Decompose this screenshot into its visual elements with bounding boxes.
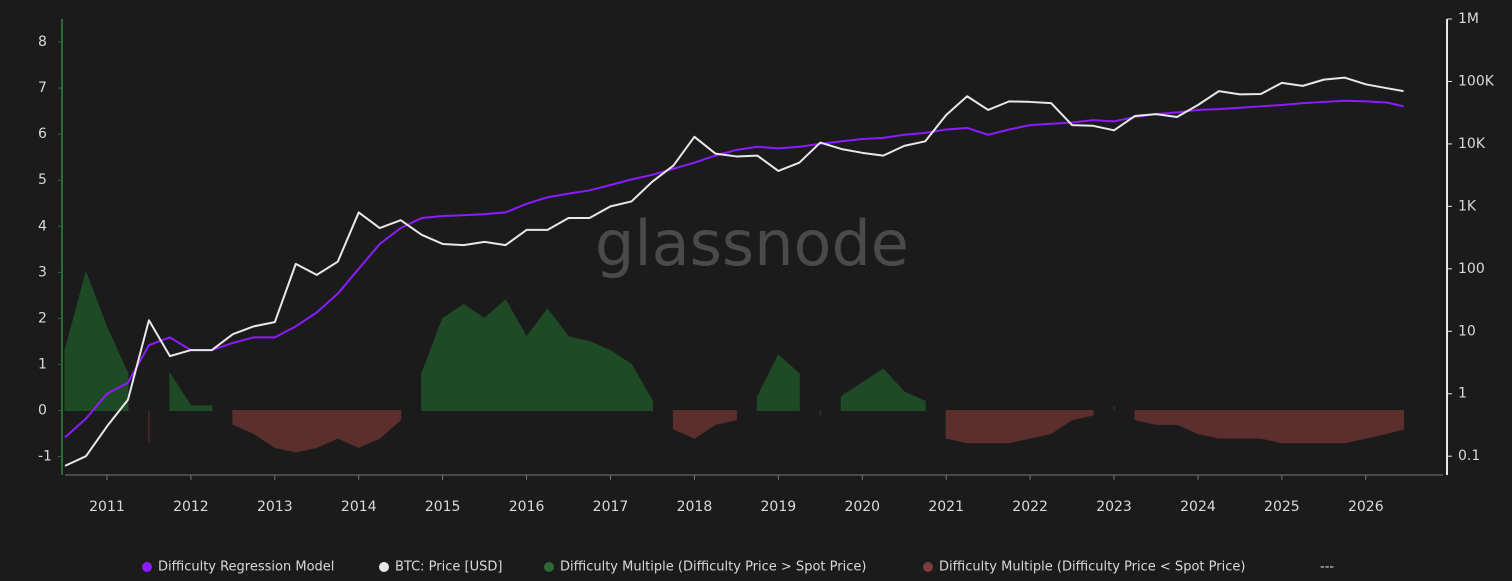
legend-marker [923,562,933,572]
x-tick-label: 2024 [1180,499,1216,515]
y-tick-label: 1 [38,356,47,372]
x-tick-label: 2011 [89,499,125,515]
y-tick-label: 8 [38,34,47,50]
x-tick-label: 2026 [1348,499,1384,515]
y-tick-label: 7 [38,80,47,96]
x-tick-label: 2014 [341,499,377,515]
y2-tick-label: 10 [1458,323,1476,339]
y2-tick-label: 1 [1458,386,1467,402]
x-tick-label: 2018 [677,499,713,515]
legend-extra: --- [1320,560,1334,575]
legend-label: Difficulty Regression Model [158,560,334,575]
area [232,410,402,453]
legend-marker [544,562,554,572]
y-tick-label: 0 [38,403,47,419]
y-tick-label: -1 [38,449,52,465]
x-tick-label: 2025 [1264,499,1300,515]
legend-marker [379,562,389,572]
line [64,76,1404,467]
area [169,371,213,412]
area [945,410,1094,444]
x-tick-label: 2013 [257,499,293,515]
x-tick-label: 2023 [1096,499,1132,515]
legend-label: BTC: Price [USD] [395,560,502,575]
x-tick-label: 2020 [844,499,880,515]
x-tick-label: 2012 [173,499,209,515]
y-tick-label: 6 [38,126,47,142]
x-tick-label: 2016 [509,499,545,515]
legend-marker [142,562,152,572]
y2-tick-label: 10K [1458,136,1486,152]
x-tick-label: 2021 [928,499,964,515]
area [756,354,800,412]
y2-tick-label: 0.1 [1458,448,1480,464]
y2-tick-label: 100K [1458,73,1495,89]
y2-tick-label: 1M [1458,11,1479,27]
legend-label: Difficulty Multiple (Difficulty Price > … [560,560,866,575]
x-tick-label: 2022 [1012,499,1048,515]
area [672,410,737,439]
x-tick-label: 2015 [425,499,461,515]
y-tick-label: 4 [38,218,47,234]
y2-tick-label: 1K [1458,198,1477,214]
y2-tick-label: 100 [1458,261,1485,277]
area [1134,410,1405,444]
legend: Difficulty Regression Model BTC: Price [U… [142,560,1334,575]
area [421,299,653,412]
y-tick-label: 3 [38,264,47,280]
y-tick-label: 2 [38,310,47,326]
area [64,270,129,412]
legend-label: Difficulty Multiple (Difficulty Price < … [939,560,1245,575]
area [840,368,926,412]
watermark: glassnode [595,207,909,280]
y-tick-label: 5 [38,172,47,188]
line [64,99,1404,439]
x-tick-label: 2017 [593,499,629,515]
x-tick-label: 2019 [761,499,797,515]
